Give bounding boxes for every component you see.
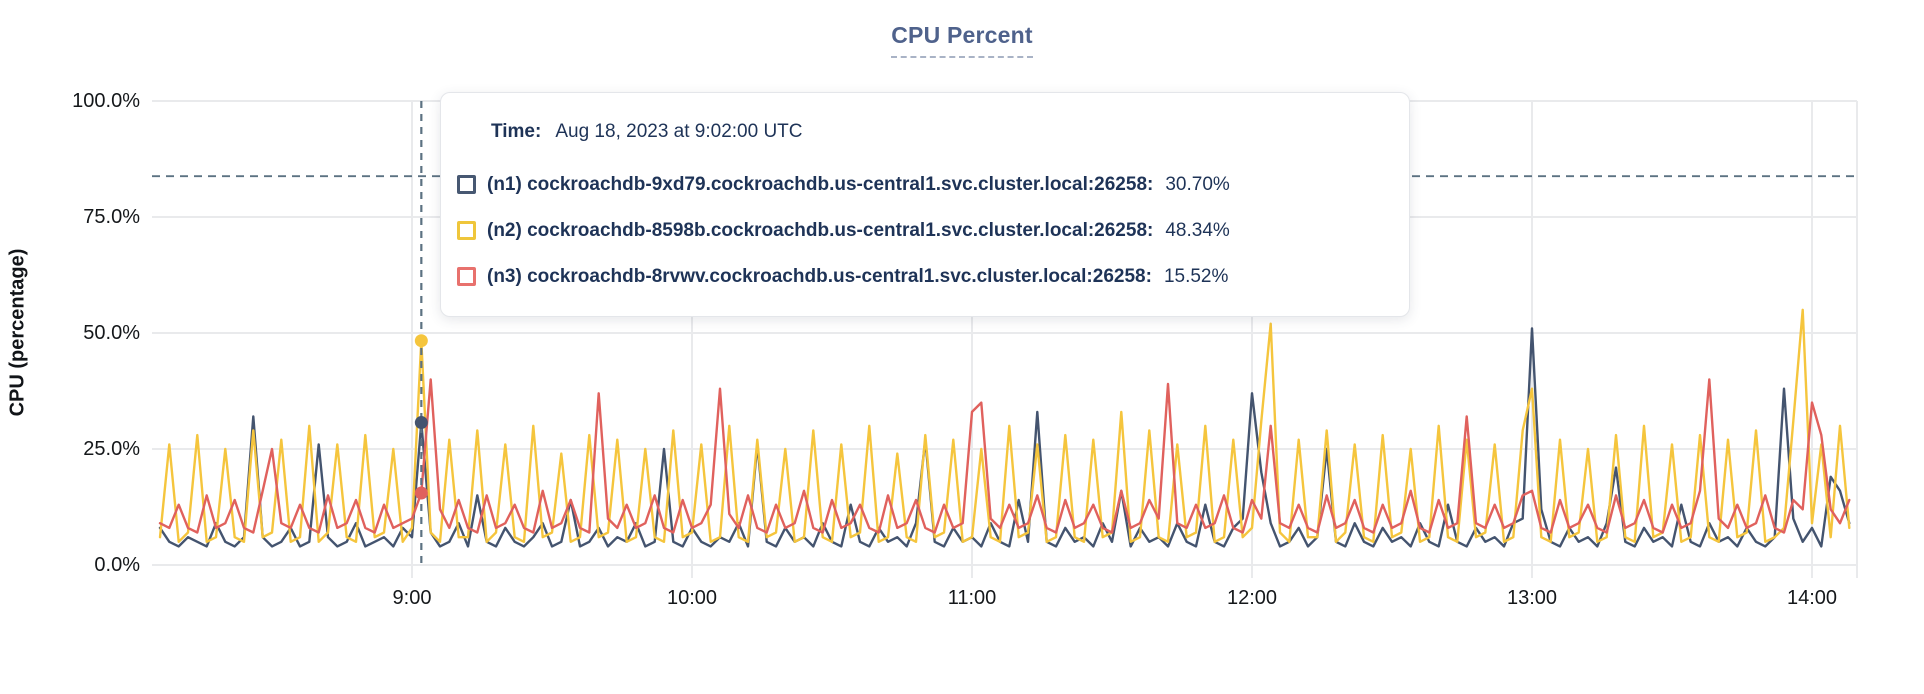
hover-point-dot xyxy=(414,486,428,500)
tooltip-series-name: (n3) cockroachdb-8rvwv.cockroachdb.us-ce… xyxy=(487,265,1152,287)
y-axis-tick-label: 100.0% xyxy=(72,90,140,112)
hover-point-dot xyxy=(414,416,428,430)
tooltip-series-row: (n1) cockroachdb-9xd79.cockroachdb.us-ce… xyxy=(457,169,1230,200)
tooltip-series-value: 48.34% xyxy=(1165,219,1230,241)
tooltip-series-rows: (n1) cockroachdb-9xd79.cockroachdb.us-ce… xyxy=(457,169,1230,292)
tooltip-time-value: Aug 18, 2023 at 9:02:00 UTC xyxy=(555,121,803,142)
y-axis-tick-label: 0.0% xyxy=(94,554,140,576)
x-axis-tick-label: 11:00 xyxy=(947,587,997,609)
tooltip-time-label: Time: xyxy=(491,121,542,142)
x-axis-tick-label: 14:00 xyxy=(1786,587,1838,609)
series-line xyxy=(158,308,1851,543)
tooltip-series-row: (n2) cockroachdb-8598b.cockroachdb.us-ce… xyxy=(457,215,1230,246)
tooltip-series-name: (n2) cockroachdb-8598b.cockroachdb.us-ce… xyxy=(487,219,1154,241)
hover-tooltip: Time: Aug 18, 2023 at 9:02:00 UTC (n1) co… xyxy=(440,92,1410,317)
x-axis-tick-label: 13:00 xyxy=(1506,587,1558,609)
hover-point-dot xyxy=(414,334,428,348)
x-axis-tick-label: 9:00 xyxy=(392,587,432,609)
tooltip-series-name: (n1) cockroachdb-9xd79.cockroachdb.us-ce… xyxy=(487,173,1154,195)
series-swatch-icon xyxy=(457,221,476,240)
y-axis-tick-label: 75.0% xyxy=(83,206,140,228)
tooltip-series-value: 15.52% xyxy=(1163,265,1229,287)
tooltip-series-value: 30.70% xyxy=(1165,173,1230,195)
chart-title-wrap: CPU Percent xyxy=(0,22,1924,58)
y-axis-tick-label: 25.0% xyxy=(83,438,140,460)
tooltip-time-row: Time: Aug 18, 2023 at 9:02:00 UTC xyxy=(491,121,803,143)
x-axis-tick-label: 12:00 xyxy=(1226,587,1278,609)
x-axis-tick-label: 10:00 xyxy=(666,587,718,609)
y-axis-tick-label: 50.0% xyxy=(83,322,140,344)
series-line xyxy=(158,378,1851,534)
series-swatch-icon xyxy=(457,267,476,286)
tooltip-series-row: (n3) cockroachdb-8rvwv.cockroachdb.us-ce… xyxy=(457,261,1230,292)
series-swatch-icon xyxy=(457,175,476,194)
chart-title: CPU Percent xyxy=(891,22,1033,58)
